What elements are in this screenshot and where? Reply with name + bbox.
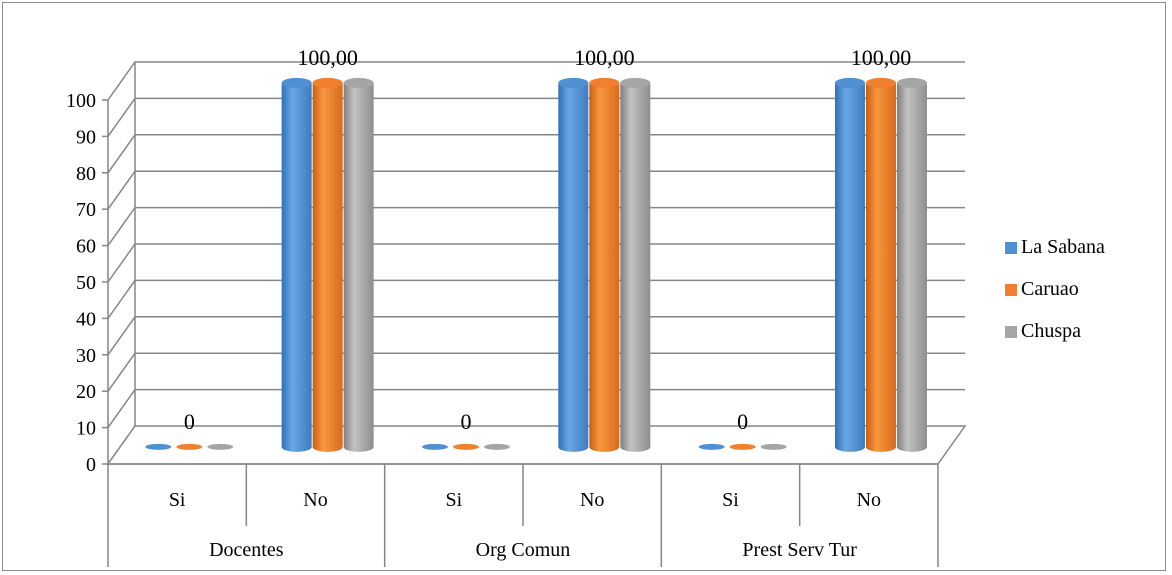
gridline bbox=[107, 170, 965, 210]
y-tick-label: 70 bbox=[76, 199, 96, 221]
bar bbox=[176, 443, 203, 450]
legend-label: La Sabana bbox=[1021, 236, 1105, 258]
bar bbox=[760, 443, 787, 450]
bar-body bbox=[281, 82, 312, 452]
category-label: No bbox=[303, 489, 327, 511]
bar-body bbox=[620, 82, 651, 452]
y-tick-label: 60 bbox=[76, 236, 96, 258]
data-label: 100,00 bbox=[297, 45, 358, 70]
y-tick-label: 10 bbox=[76, 418, 96, 440]
gridlines bbox=[106, 61, 967, 465]
bar-body bbox=[312, 82, 343, 452]
y-tick-label: 20 bbox=[76, 381, 96, 403]
bar-top bbox=[281, 77, 312, 88]
gridline bbox=[107, 134, 965, 174]
bar-body bbox=[834, 82, 865, 452]
legend-swatch bbox=[1005, 284, 1017, 296]
gridline bbox=[107, 243, 965, 283]
gridline bbox=[107, 316, 965, 356]
data-label: 100,00 bbox=[851, 45, 912, 70]
bar bbox=[421, 443, 448, 450]
x-axis: Si No Si No Si No Docentes Org Comun Prest Serv … bbox=[107, 463, 939, 567]
bar bbox=[698, 443, 725, 450]
y-tick-label: 40 bbox=[76, 308, 96, 330]
data-label: 0 bbox=[184, 409, 195, 434]
legend-label: Caruao bbox=[1021, 278, 1079, 300]
bar bbox=[452, 443, 479, 450]
bar-top bbox=[865, 77, 896, 88]
bars bbox=[145, 77, 927, 452]
bar-body bbox=[896, 82, 927, 452]
bar-body bbox=[589, 82, 620, 452]
gridline bbox=[107, 388, 965, 429]
bar-top bbox=[620, 77, 651, 88]
y-tick-label: 80 bbox=[76, 163, 96, 185]
bar-top bbox=[589, 77, 620, 88]
y-tick-label: 50 bbox=[76, 272, 96, 294]
y-axis: 0 10 20 30 40 50 60 70 80 90 100 bbox=[66, 90, 109, 476]
bar bbox=[483, 443, 510, 450]
category-label: No bbox=[580, 489, 604, 511]
bar-top bbox=[343, 77, 374, 88]
data-label: 0 bbox=[460, 409, 471, 434]
data-label: 100,00 bbox=[574, 45, 635, 70]
legend-swatch bbox=[1005, 326, 1017, 338]
y-tick-label: 90 bbox=[76, 126, 96, 148]
bar-top bbox=[834, 77, 865, 88]
category-label: Si bbox=[722, 489, 739, 511]
bar bbox=[729, 443, 756, 450]
bar bbox=[207, 443, 234, 450]
category-label: Si bbox=[169, 489, 186, 511]
legend-label: Chuspa bbox=[1021, 320, 1081, 342]
group-label: Prest Serv Tur bbox=[742, 539, 857, 561]
bar-body bbox=[343, 82, 374, 452]
category-label: Si bbox=[445, 489, 462, 511]
bar-top bbox=[312, 77, 343, 88]
bar bbox=[145, 443, 172, 450]
gridline bbox=[107, 61, 965, 101]
data-labels: 0 100,00 0 100,00 0 100,00 bbox=[184, 45, 911, 434]
y-tick-label: 0 bbox=[86, 454, 96, 476]
category-label: No bbox=[857, 489, 881, 511]
y-tick-label: 100 bbox=[66, 90, 96, 112]
legend: La Sabana Caruao Chuspa bbox=[1005, 236, 1105, 342]
bar-body bbox=[865, 82, 896, 452]
bar-body bbox=[558, 82, 589, 452]
bar-top bbox=[896, 77, 927, 88]
y-tick-label: 30 bbox=[76, 345, 96, 367]
gridline bbox=[107, 97, 965, 137]
group-label: Org Comun bbox=[476, 539, 571, 561]
legend-swatch bbox=[1005, 242, 1017, 254]
data-label: 0 bbox=[737, 409, 748, 434]
gridline bbox=[107, 352, 965, 392]
bar-top bbox=[558, 77, 589, 88]
gridline bbox=[107, 206, 965, 247]
group-label: Docentes bbox=[209, 539, 284, 561]
gridline bbox=[107, 279, 965, 319]
